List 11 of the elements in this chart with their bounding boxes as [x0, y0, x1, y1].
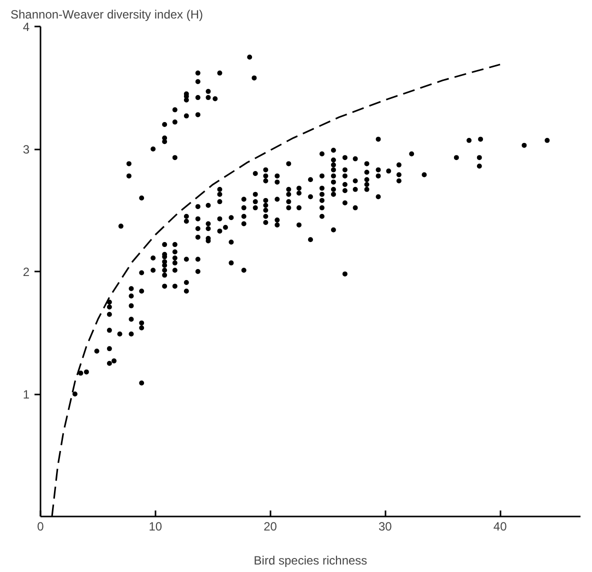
x-tick-label: 30: [378, 520, 392, 534]
y-tick-label: 2: [22, 265, 30, 279]
y-tick-label: 3: [22, 142, 30, 156]
x-axis-title: Bird species richness: [254, 554, 368, 568]
y-tick-label: 1: [22, 388, 30, 402]
x-tick-label: 40: [493, 520, 508, 534]
x-tick-label: 20: [264, 520, 278, 534]
y-axis-title: Shannon-Weaver diversity index (H): [10, 8, 204, 22]
x-tick-label: 10: [148, 520, 162, 534]
x-tick-label: 0: [37, 520, 44, 534]
y-tick-label: 4: [22, 20, 30, 34]
